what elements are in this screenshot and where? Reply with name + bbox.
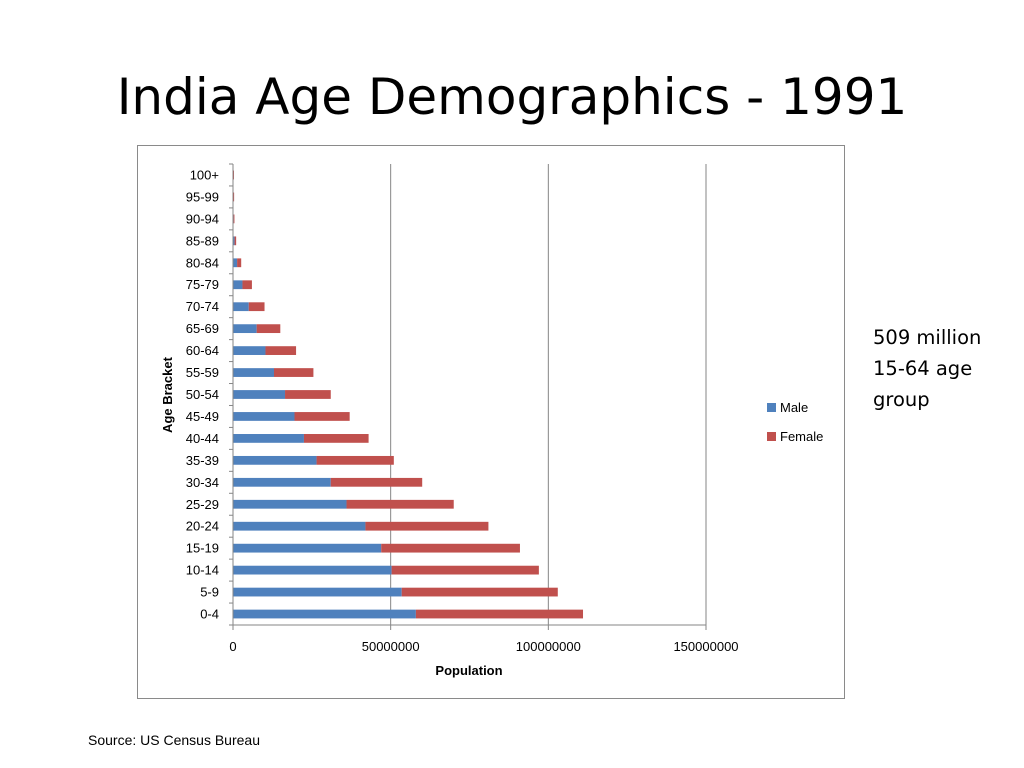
x-tick-labels: 0 50000000 100000000 150000000 [229,639,738,654]
callout-line: 509 million [873,326,982,349]
bar-female-75-79 [242,280,252,290]
y-tick-label: 85-89 [186,233,219,248]
bar-female-5-9 [401,587,558,597]
y-tick-label: 90-94 [186,211,219,226]
population-pyramid-chart: 0-4 5-9 10-14 15-19 20-24 25-29 30-34 35-39 40-4… [160,163,823,678]
bar-male-70-74 [233,302,249,312]
y-tick-label: 35-39 [186,453,219,468]
y-tick-label: 0-4 [200,607,219,622]
bar-female-90-94 [233,214,235,224]
y-axis-label: Age Bracket [160,356,175,433]
bar-female-0-4 [415,609,584,619]
bar-male-25-29 [233,499,347,509]
bar-female-20-24 [365,521,489,531]
y-tick-label: 25-29 [186,497,219,512]
y-tick-labels: 0-4 5-9 10-14 15-19 20-24 25-29 30-34 35-39 40-4… [186,167,219,621]
x-tick-label: 50000000 [362,639,420,654]
bar-female-30-34 [330,477,423,487]
legend-label-male: Male [780,400,808,415]
y-tick-label: 55-59 [186,365,219,380]
callout-line: 15-64 age [873,357,973,380]
bar-female-65-69 [256,324,281,334]
bar-male-75-79 [233,280,243,290]
bar-female-100+ [233,170,234,180]
y-tick-label: 40-44 [186,431,219,446]
bar-female-55-59 [273,368,314,377]
callout-note: 509 million 15-64 age group [873,322,1013,415]
bar-male-85-89 [233,236,235,246]
bars [233,170,584,619]
bar-female-70-74 [248,302,265,312]
y-tick-label: 30-34 [186,475,219,490]
y-tick-label: 20-24 [186,519,219,534]
bar-female-15-19 [381,543,520,553]
callout-line: group [873,388,930,411]
bar-male-60-64 [233,346,266,355]
y-tick-label: 70-74 [186,299,219,314]
axes [229,163,707,630]
legend: Male Female [767,400,823,444]
bar-male-50-54 [233,390,286,399]
bar-male-55-59 [233,368,274,377]
y-tick-label: 10-14 [186,563,219,578]
y-tick-label: 75-79 [186,277,219,292]
bar-female-50-54 [285,390,331,399]
slide-title: India Age Demographics - 1991 [116,68,908,126]
bar-male-45-49 [233,412,295,421]
x-tick-label: 0 [229,639,236,654]
bar-female-25-29 [346,499,454,509]
y-tick-label: 45-49 [186,409,219,424]
y-tick-label: 60-64 [186,343,219,358]
y-tick-label: 15-19 [186,541,219,556]
bar-male-80-84 [233,258,238,268]
legend-swatch-male [767,403,776,412]
bar-male-65-69 [233,324,257,334]
y-tick-label: 65-69 [186,321,219,336]
x-tick-label: 100000000 [516,639,581,654]
bar-male-10-14 [233,565,392,575]
gridlines [390,164,707,625]
bar-male-20-24 [233,521,366,531]
bar-female-85-89 [234,236,237,246]
source-note: Source: US Census Bureau [88,732,260,748]
bar-female-45-49 [294,412,350,421]
bar-male-0-4 [233,609,416,619]
bar-male-35-39 [233,455,317,465]
x-tick-label: 150000000 [673,639,738,654]
bar-female-95-99 [233,192,235,202]
x-axis-label: Population [435,663,502,678]
legend-swatch-female [767,432,776,441]
bar-female-35-39 [316,455,394,465]
bar-female-60-64 [265,346,297,355]
bar-male-15-19 [233,543,382,553]
bar-female-40-44 [303,434,369,443]
bar-male-5-9 [233,587,402,597]
bar-male-40-44 [233,434,304,443]
y-tick-label: 5-9 [200,585,219,600]
y-tick-label: 95-99 [186,189,219,204]
chart-area [137,145,845,699]
bar-female-10-14 [391,565,539,575]
legend-label-female: Female [780,429,823,444]
y-tick-label: 50-54 [186,387,219,402]
bar-male-30-34 [233,477,331,487]
bar-female-80-84 [237,258,242,268]
y-tick-label: 80-84 [186,255,219,270]
y-tick-label: 100+ [190,167,219,182]
